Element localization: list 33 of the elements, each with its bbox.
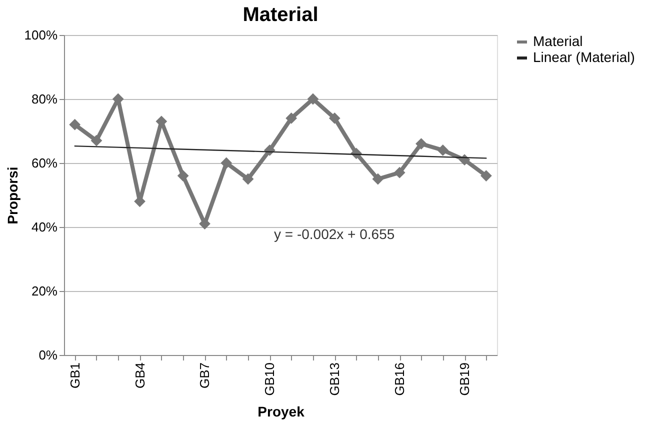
point — [90, 134, 102, 146]
x-tick-label: GB16 — [392, 362, 408, 396]
point — [328, 112, 340, 124]
point — [242, 173, 254, 185]
y-tick-label: 80% — [31, 92, 58, 106]
x-tick-label: GB4 — [132, 362, 148, 389]
y-tick-label: 60% — [31, 156, 58, 170]
point — [372, 173, 384, 185]
point — [480, 170, 492, 182]
point — [307, 93, 319, 105]
x-tick-label: GB10 — [262, 362, 278, 396]
point — [69, 118, 81, 130]
y-tick-label: 100% — [24, 28, 58, 42]
point — [394, 166, 406, 178]
y-tick-label: 20% — [31, 284, 58, 298]
legend-label: Linear (Material) — [533, 49, 635, 65]
point — [416, 138, 427, 150]
x-tick-label: GB13 — [327, 362, 342, 396]
y-tick-label: 40% — [31, 220, 58, 234]
x-tick-label: GB19 — [457, 362, 472, 396]
point — [437, 144, 449, 156]
y-tick-label: 0% — [38, 348, 58, 362]
x-tick-label: GB1 — [67, 362, 82, 389]
legend-label: Material — [533, 33, 583, 49]
point — [220, 157, 232, 169]
y-axis-title: Proporsi — [4, 166, 20, 224]
point — [177, 170, 189, 182]
x-axis-title: Proyek — [258, 404, 305, 420]
x-tick-label: GB7 — [197, 362, 212, 389]
chart-title: Material — [242, 4, 318, 26]
annotation: y = -0.002x + 0.655 — [274, 226, 395, 242]
point — [286, 112, 298, 124]
point — [199, 218, 210, 230]
